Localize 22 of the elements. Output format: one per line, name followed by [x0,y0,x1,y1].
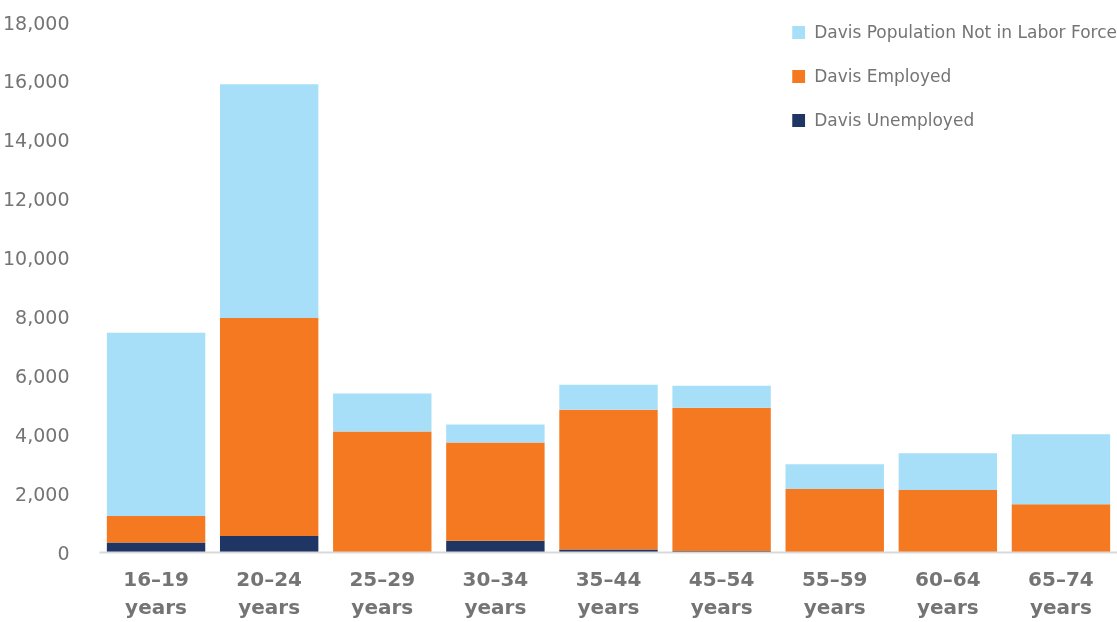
x-tick-label: 45–54 years [688,566,755,620]
y-tick-label: 18,000 [3,11,70,34]
y-tick-label: 10,000 [3,247,70,270]
y-tick-label: 0 [57,541,70,564]
y-tick-label: 12,000 [3,188,70,211]
y-tick-label: 2,000 [15,482,70,505]
y-tick-label: 6,000 [15,364,70,387]
y-tick-label: 4,000 [15,423,70,446]
x-tick-label: 20–24 years [236,566,303,620]
x-tick-label: 60–64 years [915,566,981,620]
legend-label: Davis Population Not in Labor Force [814,22,1117,42]
y-tick-label: 8,000 [15,305,70,328]
x-tick-label: 25–29 years [349,566,416,620]
legend-label: Davis Employed [814,66,952,86]
y-tick-label: 14,000 [3,129,70,152]
legend-label: Davis Unemployed [814,110,975,130]
x-tick-label: 30–34 years [462,566,529,620]
x-tick-label: 65–74 years [1028,566,1094,620]
y-tick-label: 16,000 [3,70,70,93]
x-tick-label: 55–59 years [801,566,868,620]
x-tick-label: 35–44 years [575,566,642,620]
x-tick-label: 16–19 years [123,566,189,620]
